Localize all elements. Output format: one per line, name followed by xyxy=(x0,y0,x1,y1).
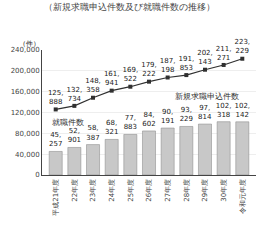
svg-text:160,000: 160,000 xyxy=(11,88,40,96)
svg-text:80,000: 80,000 xyxy=(15,130,40,138)
svg-text:125,888: 125,888 xyxy=(48,89,64,106)
svg-text:90,191: 90,191 xyxy=(161,108,174,125)
svg-text:200,000: 200,000 xyxy=(11,67,40,75)
svg-text:52,901: 52,901 xyxy=(68,127,81,144)
svg-text:179,222: 179,222 xyxy=(141,61,157,78)
svg-text:132,734: 132,734 xyxy=(67,86,83,103)
svg-text:26年度: 26年度 xyxy=(145,179,153,202)
svg-text:新規求職申込件数: 新規求職申込件数 xyxy=(175,92,239,101)
svg-text:93,229: 93,229 xyxy=(180,106,193,123)
svg-text:40,000: 40,000 xyxy=(15,151,40,159)
svg-text:187,198: 187,198 xyxy=(160,57,176,74)
svg-text:25年度: 25年度 xyxy=(127,179,135,202)
svg-text:27年度: 27年度 xyxy=(164,179,172,202)
svg-text:令和元年度: 令和元年度 xyxy=(239,179,247,214)
svg-text:28年度: 28年度 xyxy=(183,179,191,202)
svg-text:97,814: 97,814 xyxy=(198,104,212,121)
svg-text:120,000: 120,000 xyxy=(11,109,40,117)
svg-text:223,229: 223,229 xyxy=(235,38,251,55)
svg-text:102,318: 102,318 xyxy=(216,102,232,119)
svg-text:202,143: 202,143 xyxy=(197,49,213,66)
svg-text:148,358: 148,358 xyxy=(85,77,101,94)
svg-text:23年度: 23年度 xyxy=(89,179,97,202)
svg-text:22年度: 22年度 xyxy=(71,179,79,202)
svg-text:平成21年度: 平成21年度 xyxy=(52,179,60,216)
svg-text:211,271: 211,271 xyxy=(216,45,232,62)
svg-text:169,522: 169,522 xyxy=(123,66,139,83)
svg-text:77,883: 77,883 xyxy=(124,114,137,131)
svg-text:102,142: 102,142 xyxy=(235,102,251,119)
svg-text:191,853: 191,853 xyxy=(179,55,195,72)
svg-text:84,602: 84,602 xyxy=(142,111,155,128)
svg-text:24年度: 24年度 xyxy=(108,179,116,202)
svg-text:45,257: 45,257 xyxy=(49,131,62,148)
svg-text:30年度: 30年度 xyxy=(220,179,228,202)
svg-text:（新規求職申込件数及び就職件数の推移）: （新規求職申込件数及び就職件数の推移） xyxy=(44,2,215,12)
svg-text:（件）: （件） xyxy=(19,40,40,48)
svg-text:0: 0 xyxy=(35,171,39,179)
svg-text:161,941: 161,941 xyxy=(104,70,120,87)
svg-text:68,321: 68,321 xyxy=(105,119,118,136)
svg-text:240,000: 240,000 xyxy=(11,46,40,54)
svg-text:58,387: 58,387 xyxy=(86,124,99,141)
svg-text:29年度: 29年度 xyxy=(201,179,209,202)
svg-text:就職件数: 就職件数 xyxy=(52,118,84,127)
